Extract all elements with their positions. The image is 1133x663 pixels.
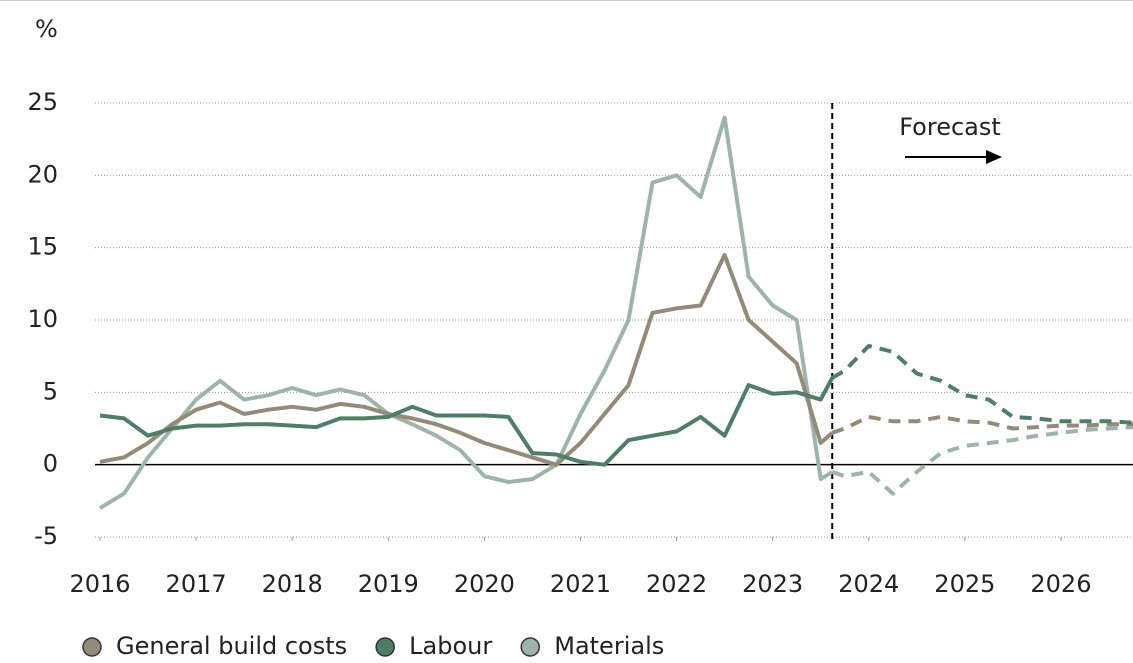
x-tick-label: 2020 bbox=[454, 570, 515, 598]
y-tick-label: 25 bbox=[27, 88, 58, 116]
series-line bbox=[98, 115, 834, 510]
x-tick-label: 2021 bbox=[550, 570, 611, 598]
x-tick-label: 2022 bbox=[646, 570, 707, 598]
y-tick-label: 10 bbox=[27, 305, 58, 333]
y-tick-label: 0 bbox=[43, 450, 58, 478]
legend-label: Labour bbox=[409, 632, 492, 660]
legend-swatch bbox=[520, 637, 540, 657]
x-tick-label: 2023 bbox=[742, 570, 803, 598]
series-line bbox=[99, 252, 834, 467]
y-tick-label: 15 bbox=[27, 233, 58, 261]
series-line bbox=[99, 376, 834, 467]
x-tick-label: 2024 bbox=[838, 570, 899, 598]
forecast-line bbox=[831, 425, 1133, 496]
x-tick-label: 2016 bbox=[69, 570, 130, 598]
forecast-arrowhead bbox=[986, 150, 1002, 164]
y-tick-label: -5 bbox=[34, 522, 58, 550]
legend-label: General build costs bbox=[116, 632, 347, 660]
x-tick-label: 2026 bbox=[1030, 570, 1091, 598]
x-tick-label: 2018 bbox=[262, 570, 323, 598]
forecast-line bbox=[831, 414, 1133, 435]
x-tick-label: 2019 bbox=[358, 570, 419, 598]
legend-swatch bbox=[375, 637, 395, 657]
forecast-line bbox=[831, 344, 1133, 425]
x-tick-label: 2025 bbox=[934, 570, 995, 598]
legend-swatch bbox=[82, 637, 102, 657]
y-axis-label: % bbox=[35, 15, 58, 43]
forecast-label: Forecast bbox=[899, 113, 1001, 141]
x-tick-label: 2017 bbox=[166, 570, 227, 598]
y-tick-label: 5 bbox=[43, 377, 58, 405]
legend-label: Materials bbox=[554, 632, 664, 660]
y-tick-label: 20 bbox=[27, 160, 58, 188]
